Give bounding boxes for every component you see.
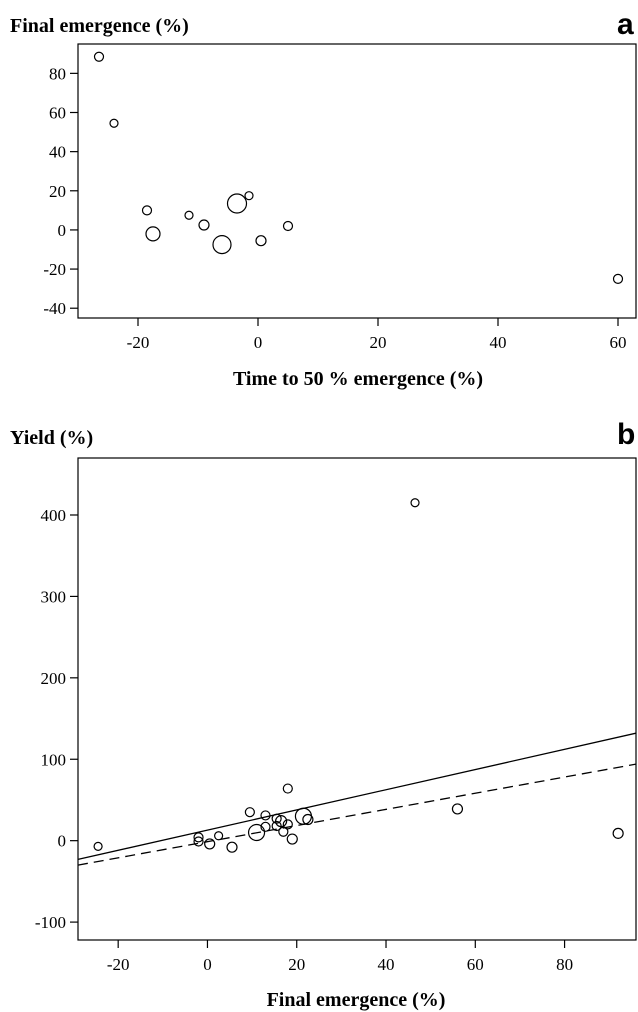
panel-b-data-point — [247, 823, 266, 842]
panel-a-y-axis-label: Final emergence (%) — [10, 15, 189, 37]
panel-a-data-point — [109, 118, 119, 128]
panel-b-data-point — [226, 841, 238, 853]
panel-a-data-point — [244, 191, 254, 201]
panel-a-data-point — [141, 205, 153, 216]
panel-a-y-tick-label: 40 — [49, 143, 66, 162]
panel-b-y-tick-label: 300 — [41, 587, 67, 606]
panel-b: Yield (%) b -100 0 100 200 300 400 -20 0 20 40 60… — [10, 418, 637, 1011]
panel-a-x-axis-label: Time to 50 % emergence (%) — [233, 368, 483, 390]
panel-b-data-point — [193, 832, 204, 843]
panel-b-data-point — [93, 841, 103, 851]
panel-b-x-tick-label: 80 — [556, 955, 573, 974]
panel-b-y-ticks: -100 0 100 200 300 400 — [35, 506, 78, 932]
panel-b-data-point — [286, 833, 298, 845]
panel-a-y-tick-label: -20 — [43, 260, 66, 279]
panel-b-data-point — [282, 819, 293, 830]
panel-b-y-tick-label: 200 — [41, 669, 67, 688]
panel-a: Final emergence (%) a -40 -20 0 20 40 60 80 -2… — [10, 8, 637, 390]
panel-b-data-point — [612, 827, 624, 839]
panel-b-data-point — [214, 831, 224, 841]
panel-b-data-point — [275, 815, 288, 828]
panel-a-data-point — [255, 235, 267, 247]
panel-b-x-tick-label: 0 — [203, 955, 212, 974]
panel-a-y-ticks: -40 -20 0 20 40 60 80 — [43, 64, 78, 318]
panel-b-data-point — [451, 803, 464, 815]
panel-a-data-point — [282, 220, 294, 232]
panel-a-y-tick-label: -40 — [43, 299, 66, 318]
panel-b-data-point — [193, 836, 204, 847]
panel-b-x-ticks: -20 0 20 40 60 80 — [107, 940, 573, 974]
panel-a-y-tick-label: 20 — [49, 182, 66, 201]
panel-b-y-tick-label: 100 — [41, 750, 67, 769]
panel-b-data-point — [271, 820, 282, 832]
panel-b-x-tick-label: 60 — [467, 955, 484, 974]
panel-a-x-tick-label: -20 — [127, 333, 150, 352]
panel-a-y-tick-label: 80 — [49, 64, 66, 83]
panel-a-data-point — [212, 235, 232, 255]
panel-b-y-tick-label: 400 — [41, 506, 67, 525]
panel-b-data-point — [244, 807, 255, 818]
panel-a-y-tick-label: 60 — [49, 104, 66, 123]
panel-a-plot-frame — [77, 43, 637, 319]
panel-a-data-point — [145, 226, 161, 242]
panel-b-solid-fit-line — [77, 732, 637, 861]
panel-a-data-point — [93, 51, 105, 62]
panel-a-x-ticks: -20 0 20 40 60 — [127, 318, 627, 352]
panel-b-data-point — [260, 821, 271, 832]
panel-b-data-point — [204, 838, 216, 850]
panel-b-y-tick-label: -100 — [35, 913, 66, 932]
panel-a-x-tick-label: 20 — [370, 333, 387, 352]
panel-a-data-point — [184, 210, 194, 220]
panel-a-data-point — [226, 193, 248, 214]
panel-b-x-axis-label: Final emergence (%) — [267, 989, 446, 1011]
panel-a-letter: a — [617, 8, 634, 41]
panel-a-data-point — [612, 273, 624, 284]
panel-a-x-tick-label: 40 — [490, 333, 507, 352]
panel-a-data-point — [198, 219, 210, 231]
panel-a-points — [93, 51, 624, 284]
panel-a-x-tick-label: 60 — [610, 333, 627, 352]
panel-b-data-point — [282, 783, 293, 794]
panel-b-plot-frame — [77, 457, 637, 941]
panel-b-x-tick-label: -20 — [107, 955, 130, 974]
panel-b-y-axis-label: Yield (%) — [10, 427, 93, 449]
panel-b-x-tick-label: 20 — [288, 955, 305, 974]
panel-b-data-point — [260, 810, 271, 821]
panel-a-y-tick-label: 0 — [58, 221, 67, 240]
panel-b-data-point — [278, 826, 289, 837]
panel-b-data-point — [302, 813, 314, 826]
panel-b-letter: b — [617, 418, 635, 451]
panel-b-dashed-fit-line — [77, 763, 637, 866]
panel-b-x-tick-label: 40 — [378, 955, 395, 974]
panel-b-points — [93, 498, 624, 853]
panel-a-x-tick-label: 0 — [254, 333, 263, 352]
panel-b-data-point — [410, 498, 420, 508]
panel-b-fit-lines — [77, 732, 637, 866]
panel-b-y-tick-label: 0 — [58, 832, 67, 851]
